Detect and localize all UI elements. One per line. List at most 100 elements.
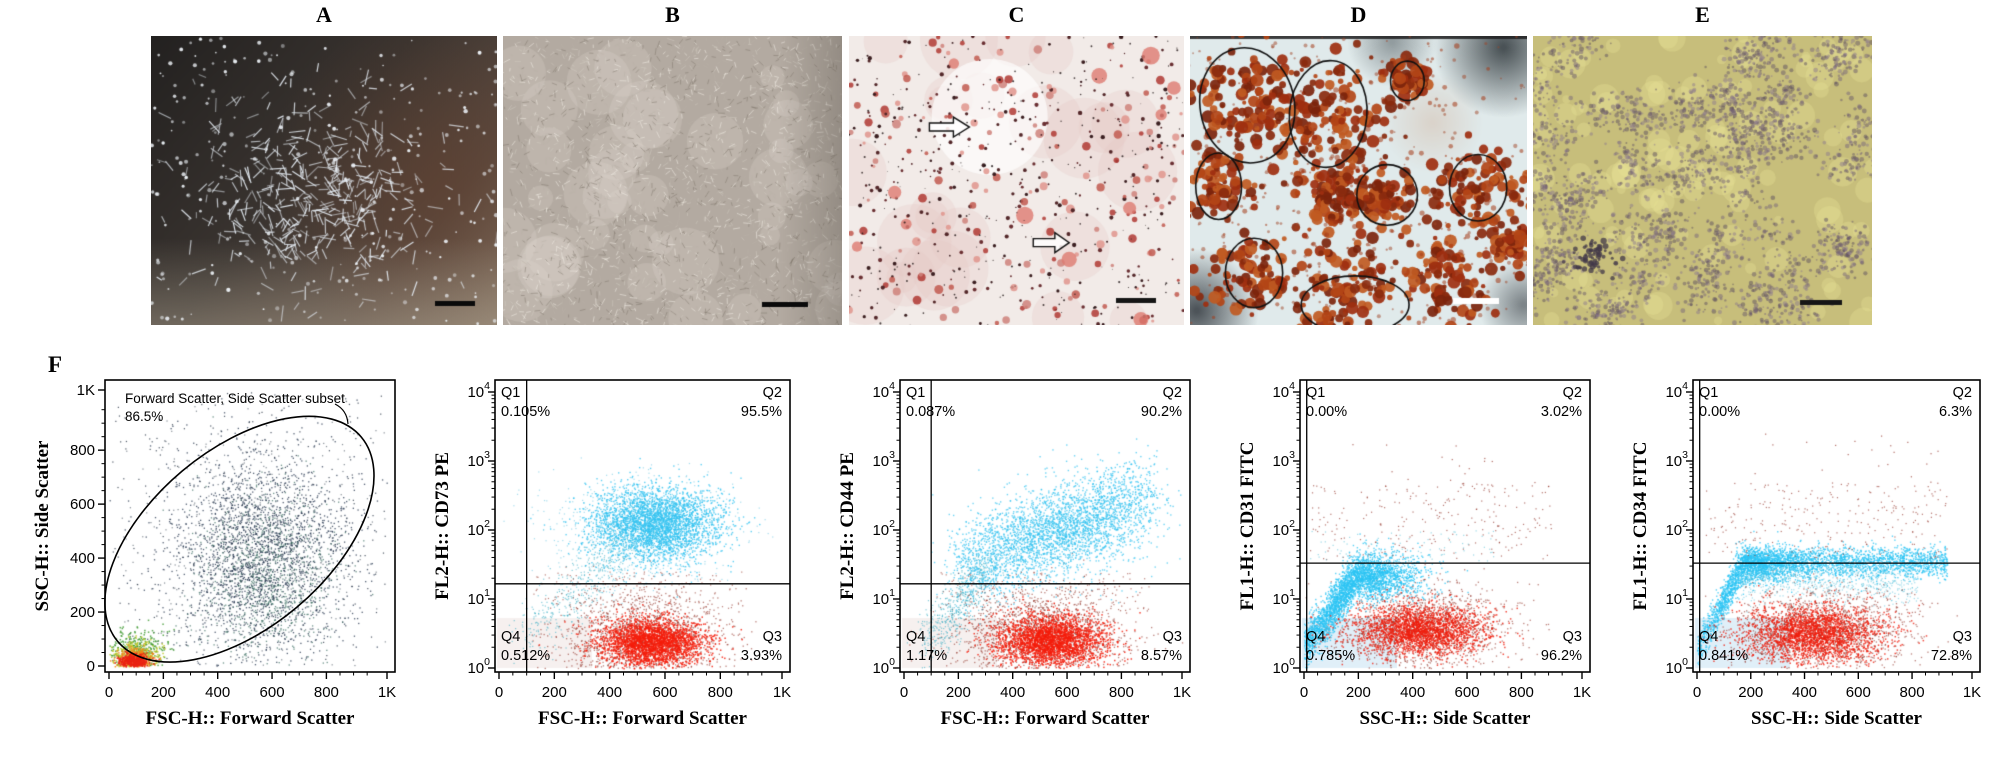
quadrant-q1: Q1 0.105%: [501, 385, 551, 420]
quadrant-q3: Q3 8.57%: [1140, 629, 1182, 664]
svg-text:200: 200: [151, 684, 176, 701]
svg-text:400: 400: [1000, 684, 1025, 701]
svg-text:200: 200: [70, 604, 95, 621]
svg-text:103: 103: [467, 449, 490, 470]
svg-text:0: 0: [1693, 684, 1701, 701]
svg-text:800: 800: [1509, 684, 1534, 701]
micrograph-b-confluent: [503, 36, 842, 325]
svg-text:600: 600: [260, 684, 285, 701]
svg-text:0: 0: [495, 684, 503, 701]
svg-text:103: 103: [872, 449, 895, 470]
svg-text:104: 104: [1665, 380, 1688, 401]
svg-text:101: 101: [1665, 587, 1688, 608]
svg-text:600: 600: [70, 496, 95, 513]
gate-percent: 86.5%: [125, 409, 164, 424]
quadrant-q4: Q4 0.512%: [501, 629, 551, 664]
quadrant-q1: Q1 0.087%: [906, 385, 956, 420]
quadrant-q3: Q3 72.8%: [1930, 629, 1972, 664]
micrograph-d-alizarin-red: [1190, 36, 1527, 325]
svg-text:0: 0: [87, 658, 95, 675]
y-axis-title-cd44: FL2-H:: CD44 PE: [837, 452, 858, 600]
svg-text:104: 104: [1272, 380, 1295, 401]
svg-text:101: 101: [467, 587, 490, 608]
svg-text:400: 400: [1792, 684, 1817, 701]
scatter-canvas-cd34: [1693, 380, 1980, 672]
micrograph-c-oil-red-o: [849, 36, 1184, 325]
svg-text:101: 101: [872, 587, 895, 608]
svg-text:102: 102: [1665, 518, 1688, 539]
svg-text:200: 200: [542, 684, 567, 701]
svg-text:400: 400: [597, 684, 622, 701]
quadrant-q4: Q4 0.841%: [1699, 629, 1749, 664]
scatter-canvas-cd44: [900, 380, 1190, 672]
svg-text:1K: 1K: [1573, 684, 1591, 701]
y-axis-title-cd34: FL1-H:: CD34 FITC: [1630, 441, 1651, 611]
panel-label-c: C: [1008, 2, 1025, 27]
x-axis-title-fsc-3: FSC-H:: Forward Scatter: [940, 708, 1150, 729]
svg-text:600: 600: [1055, 684, 1080, 701]
svg-text:102: 102: [467, 518, 490, 539]
micrograph-e-stained: [1533, 36, 1872, 325]
svg-text:103: 103: [1665, 449, 1688, 470]
svg-text:100: 100: [467, 656, 490, 677]
svg-text:800: 800: [70, 442, 95, 459]
svg-text:104: 104: [467, 380, 490, 401]
micrograph-a-colony: [151, 36, 497, 325]
svg-text:0: 0: [1300, 684, 1308, 701]
svg-text:600: 600: [1846, 684, 1871, 701]
svg-text:100: 100: [872, 656, 895, 677]
y-axis-title-cd31: FL1-H:: CD31 FITC: [1237, 441, 1258, 611]
svg-text:102: 102: [872, 518, 895, 539]
svg-text:200: 200: [1346, 684, 1371, 701]
panel-label-d: D: [1350, 2, 1367, 27]
ellipse-gate-label: Forward Scatter, Side Scatter subset 86.…: [125, 390, 345, 426]
svg-text:100: 100: [1272, 656, 1295, 677]
quadrant-q1: Q1 0.00%: [1699, 385, 1741, 420]
svg-text:600: 600: [1455, 684, 1480, 701]
x-axis-title-fsc-2: FSC-H:: Forward Scatter: [538, 708, 747, 729]
svg-text:200: 200: [1738, 684, 1763, 701]
svg-text:800: 800: [314, 684, 339, 701]
quadrant-q1: Q1 0.00%: [1306, 385, 1348, 420]
x-axis-title-ssc-5: SSC-H:: Side Scatter: [1751, 708, 1922, 729]
svg-text:0: 0: [105, 684, 113, 701]
svg-text:1K: 1K: [773, 684, 791, 701]
gate-label-text: Forward Scatter, Side Scatter subset: [125, 391, 345, 406]
panel-label-f: F: [48, 352, 63, 377]
quadrant-q4: Q4 0.785%: [1306, 629, 1356, 664]
x-axis-title-fsc-1: FSC-H:: Forward Scatter: [145, 708, 355, 729]
svg-text:1K: 1K: [378, 684, 396, 701]
panel-label-b: B: [665, 2, 680, 27]
svg-text:800: 800: [1900, 684, 1925, 701]
quadrant-q2: Q2 90.2%: [1140, 385, 1182, 420]
x-axis-title-ssc-4: SSC-H:: Side Scatter: [1359, 708, 1531, 729]
quadrant-q2: Q2 95.5%: [740, 385, 782, 420]
svg-text:400: 400: [205, 684, 230, 701]
quadrant-q3: Q3 3.93%: [740, 629, 782, 664]
y-axis-title-cd73: FL2-H:: CD73 PE: [432, 452, 453, 600]
svg-text:1K: 1K: [1173, 684, 1191, 701]
svg-text:102: 102: [1272, 518, 1295, 539]
svg-text:100: 100: [1665, 656, 1688, 677]
svg-text:200: 200: [946, 684, 971, 701]
y-axis-title-ssc: SSC-H:: Side Scatter: [32, 440, 53, 612]
quadrant-q4: Q4 1.17%: [906, 629, 948, 664]
quadrant-q2: Q2 6.3%: [1938, 385, 1972, 420]
quadrant-q2: Q2 3.02%: [1540, 385, 1582, 420]
scatter-canvas-cd73: [495, 380, 790, 672]
svg-text:1K: 1K: [1963, 684, 1981, 701]
svg-text:400: 400: [1400, 684, 1425, 701]
svg-text:800: 800: [708, 684, 733, 701]
panel-label-a: A: [316, 2, 332, 27]
svg-text:103: 103: [1272, 449, 1295, 470]
svg-text:0: 0: [900, 684, 908, 701]
panel-label-e: E: [1695, 2, 1710, 27]
svg-text:101: 101: [1272, 587, 1295, 608]
svg-text:104: 104: [872, 380, 895, 401]
scatter-canvas-cd31: [1300, 380, 1590, 672]
svg-text:600: 600: [652, 684, 677, 701]
svg-text:400: 400: [70, 550, 95, 567]
svg-text:800: 800: [1109, 684, 1134, 701]
